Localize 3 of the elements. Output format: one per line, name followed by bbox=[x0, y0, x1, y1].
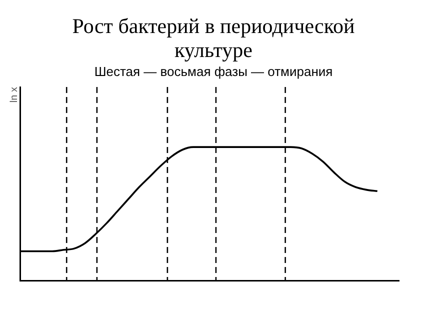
chart-title: Рост бактерий в периодической культуре bbox=[71, 13, 356, 62]
y-axis-title: ln x bbox=[8, 87, 20, 103]
chart-subtitle: Шестая — восьмая фазы — отмирания bbox=[93, 64, 334, 79]
